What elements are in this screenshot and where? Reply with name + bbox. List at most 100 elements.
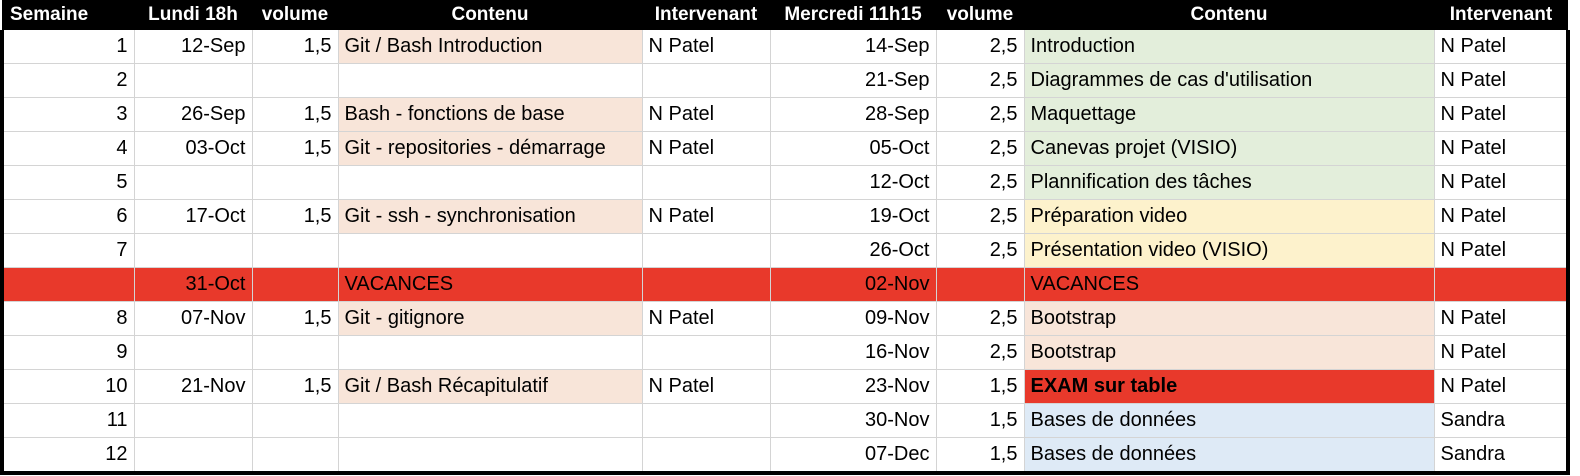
lundi-intervenant-cell: [642, 403, 771, 438]
semaine-cell: 5: [0, 165, 135, 200]
lundi-date-cell: 26-Sep: [134, 97, 253, 132]
lundi-intervenant-cell: [642, 335, 771, 370]
mercredi-volume-cell: 2,5: [936, 199, 1025, 234]
lundi-intervenant-cell: N Patel: [642, 369, 771, 404]
lundi-date-cell: 17-Oct: [134, 199, 253, 234]
lundi-intervenant-cell: N Patel: [642, 97, 771, 132]
lundi-date-cell: 21-Nov: [134, 369, 253, 404]
lundi-volume-cell: 1,5: [252, 30, 339, 64]
mercredi-contenu-cell: Maquettage: [1024, 97, 1435, 132]
mercredi-date-cell: 28-Sep: [770, 97, 937, 132]
mercredi-intervenant-cell: N Patel: [1434, 233, 1570, 268]
lundi-volume-cell: [252, 63, 339, 98]
mercredi-date-cell: 23-Nov: [770, 369, 937, 404]
mercredi-intervenant-cell: N Patel: [1434, 199, 1570, 234]
header-lundi: Lundi 18h: [134, 0, 252, 30]
lundi-intervenant-cell: [642, 63, 771, 98]
lundi-date-cell: 31-Oct: [134, 267, 253, 302]
header-volume-lundi: volume: [252, 0, 338, 30]
mercredi-date-cell: 30-Nov: [770, 403, 937, 438]
mercredi-date-cell: 12-Oct: [770, 165, 937, 200]
mercredi-intervenant-cell: N Patel: [1434, 165, 1570, 200]
lundi-date-cell: [134, 63, 253, 98]
table-row: 8 07-Nov 1,5 Git - gitignore N Patel 09-Nov 2,…: [0, 301, 1570, 336]
mercredi-intervenant-cell: N Patel: [1434, 131, 1570, 166]
lundi-volume-cell: 1,5: [252, 301, 339, 336]
lundi-date-cell: [134, 335, 253, 370]
lundi-contenu-cell: Git - ssh - synchronisation: [338, 199, 643, 234]
lundi-intervenant-cell: [642, 233, 771, 268]
mercredi-intervenant-cell: [1434, 267, 1570, 302]
lundi-date-cell: 03-Oct: [134, 131, 253, 166]
semaine-cell: 7: [0, 233, 135, 268]
table-body: 1 12-Sep 1,5 Git / Bash Introduction N Patel…: [0, 30, 1570, 475]
mercredi-contenu-cell: Introduction: [1024, 30, 1435, 64]
semaine-cell: 2: [0, 63, 135, 98]
lundi-volume-cell: [252, 267, 339, 302]
semaine-cell: 8: [0, 301, 135, 336]
table-row: 12 07-Dec 1,5 Bases de données Sandra: [0, 437, 1570, 475]
lundi-intervenant-cell: N Patel: [642, 301, 771, 336]
lundi-intervenant-cell: N Patel: [642, 30, 771, 64]
vacation-row: 31-Oct VACANCES 02-Nov VACANCES: [0, 267, 1570, 302]
mercredi-intervenant-cell: N Patel: [1434, 335, 1570, 370]
mercredi-contenu-cell: Bases de données: [1024, 403, 1435, 438]
mercredi-intervenant-cell: N Patel: [1434, 97, 1570, 132]
header-contenu-lundi: Contenu: [338, 0, 642, 30]
mercredi-contenu-cell: EXAM sur table: [1024, 369, 1435, 404]
lundi-contenu-cell: [338, 233, 643, 268]
table-row: 9 16-Nov 2,5 Bootstrap N Patel: [0, 335, 1570, 370]
semaine-cell: 3: [0, 97, 135, 132]
mercredi-date-cell: 16-Nov: [770, 335, 937, 370]
mercredi-date-cell: 09-Nov: [770, 301, 937, 336]
lundi-contenu-cell: [338, 403, 643, 438]
mercredi-volume-cell: 2,5: [936, 165, 1025, 200]
mercredi-contenu-cell: Bases de données: [1024, 437, 1435, 475]
mercredi-contenu-cell: Plannification des tâches: [1024, 165, 1435, 200]
semaine-cell: 11: [0, 403, 135, 438]
mercredi-intervenant-cell: N Patel: [1434, 369, 1570, 404]
mercredi-intervenant-cell: N Patel: [1434, 30, 1570, 64]
mercredi-intervenant-cell: N Patel: [1434, 63, 1570, 98]
lundi-volume-cell: [252, 335, 339, 370]
mercredi-contenu-cell: Bootstrap: [1024, 301, 1435, 336]
lundi-volume-cell: [252, 165, 339, 200]
mercredi-volume-cell: 2,5: [936, 301, 1025, 336]
table-row: 2 21-Sep 2,5 Diagrammes de cas d'utilisatio…: [0, 63, 1570, 98]
lundi-date-cell: 07-Nov: [134, 301, 253, 336]
mercredi-contenu-cell: VACANCES: [1024, 267, 1435, 302]
semaine-cell: 10: [0, 369, 135, 404]
lundi-intervenant-cell: N Patel: [642, 131, 771, 166]
header-row: Semaine Lundi 18h volume Contenu Interve…: [2, 0, 1568, 30]
table-row: 7 26-Oct 2,5 Présentation video (VISIO) N Pa…: [0, 233, 1570, 268]
mercredi-date-cell: 26-Oct: [770, 233, 937, 268]
mercredi-date-cell: 19-Oct: [770, 199, 937, 234]
semaine-cell: 4: [0, 131, 135, 166]
mercredi-volume-cell: 1,5: [936, 369, 1025, 404]
lundi-volume-cell: [252, 233, 339, 268]
mercredi-volume-cell: [936, 267, 1025, 302]
mercredi-volume-cell: 2,5: [936, 63, 1025, 98]
lundi-date-cell: [134, 403, 253, 438]
mercredi-volume-cell: 2,5: [936, 233, 1025, 268]
mercredi-date-cell: 07-Dec: [770, 437, 937, 475]
header-semaine: Semaine: [2, 0, 134, 30]
lundi-date-cell: [134, 437, 253, 475]
semaine-cell: 9: [0, 335, 135, 370]
lundi-date-cell: [134, 233, 253, 268]
mercredi-volume-cell: 2,5: [936, 335, 1025, 370]
mercredi-date-cell: 02-Nov: [770, 267, 937, 302]
lundi-contenu-cell: [338, 437, 643, 475]
mercredi-contenu-cell: Présentation video (VISIO): [1024, 233, 1435, 268]
lundi-contenu-cell: Bash - fonctions de base: [338, 97, 643, 132]
lundi-contenu-cell: Git / Bash Récapitulatif: [338, 369, 643, 404]
header-volume-mercredi: volume: [936, 0, 1024, 30]
lundi-contenu-cell: [338, 63, 643, 98]
lundi-contenu-cell: Git - repositories - démarrage: [338, 131, 643, 166]
lundi-contenu-cell: Git / Bash Introduction: [338, 30, 643, 64]
lundi-intervenant-cell: [642, 437, 771, 475]
mercredi-contenu-cell: Préparation video: [1024, 199, 1435, 234]
semaine-cell: [0, 267, 135, 302]
mercredi-volume-cell: 1,5: [936, 403, 1025, 438]
lundi-date-cell: 12-Sep: [134, 30, 253, 64]
